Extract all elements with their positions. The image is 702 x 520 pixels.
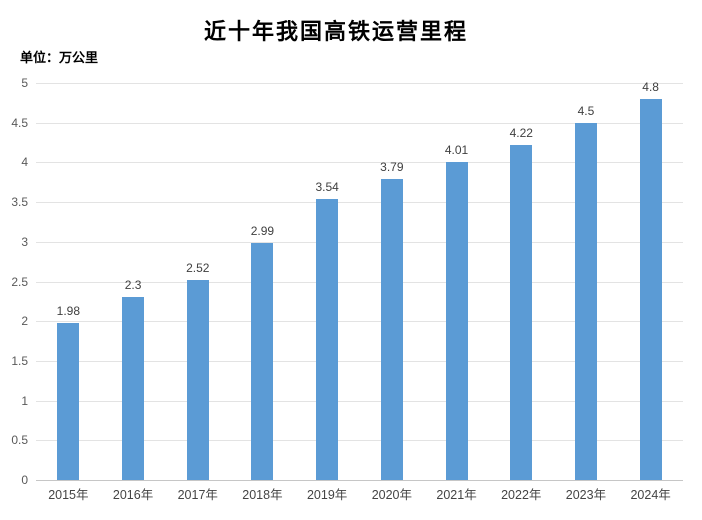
bar	[574, 122, 597, 480]
bar	[251, 242, 274, 480]
chart-title: 近十年我国高铁运营里程	[203, 19, 468, 44]
gridline	[36, 241, 683, 243]
gridline	[36, 360, 683, 362]
bar	[445, 161, 468, 480]
bar-value-label: 4.01	[444, 142, 469, 157]
x-axis-label: 2015年	[48, 488, 89, 502]
bar	[57, 322, 80, 480]
x-axis-label: 2016年	[112, 488, 154, 502]
y-axis-tick-label: 4.5	[11, 115, 28, 130]
y-axis-tick-label: 4	[21, 155, 28, 170]
gridline	[36, 321, 683, 323]
bar-value-label: 2.99	[250, 223, 275, 238]
gridline	[36, 440, 683, 442]
y-axis-tick-label: 3.5	[11, 195, 28, 210]
y-axis-tick-label: 5	[21, 76, 28, 90]
bar-value-label: 3.79	[380, 160, 404, 175]
bar	[639, 98, 662, 480]
x-axis-label: 2024年	[630, 488, 671, 502]
x-axis-label: 2022年	[501, 488, 542, 502]
gridline	[36, 122, 683, 124]
x-axis-label: 2021年	[436, 488, 477, 502]
bar	[316, 198, 339, 480]
y-axis-tick-label: 1.5	[11, 353, 28, 368]
x-axis-label: 2020年	[371, 488, 412, 502]
y-axis-tick-label: 0.5	[11, 433, 28, 448]
y-axis-tick-label: 1	[21, 393, 28, 408]
gridline	[36, 281, 683, 283]
y-axis-tick-label: 0	[21, 473, 28, 487]
bar	[380, 179, 403, 480]
bar	[122, 297, 145, 480]
x-axis-line	[36, 480, 683, 481]
x-axis-label: 2017年	[177, 488, 218, 502]
bar-value-label: 3.54	[315, 179, 339, 194]
bar	[510, 144, 533, 480]
unit-label: 单位：万公里	[20, 50, 99, 65]
gridline	[36, 400, 683, 402]
bar-value-label: 4.5	[577, 103, 595, 118]
y-axis-tick-label: 3	[21, 234, 28, 249]
bar-value-label: 4.22	[509, 125, 533, 140]
gridline	[36, 202, 683, 204]
y-axis-tick-label: 2	[21, 314, 28, 329]
x-axis-label: 2023年	[565, 488, 607, 502]
gridline	[36, 162, 683, 164]
bar-value-label: 4.8	[642, 79, 659, 94]
x-axis-label: 2018年	[242, 488, 283, 502]
bar-value-label: 1.98	[56, 303, 81, 318]
bar-value-label: 2.3	[124, 278, 142, 293]
gridline	[36, 83, 683, 84]
bar	[186, 279, 209, 480]
x-axis-label: 2019年	[306, 488, 348, 502]
y-axis-tick-label: 2.5	[11, 274, 28, 289]
bar-value-label: 2.52	[186, 260, 210, 275]
